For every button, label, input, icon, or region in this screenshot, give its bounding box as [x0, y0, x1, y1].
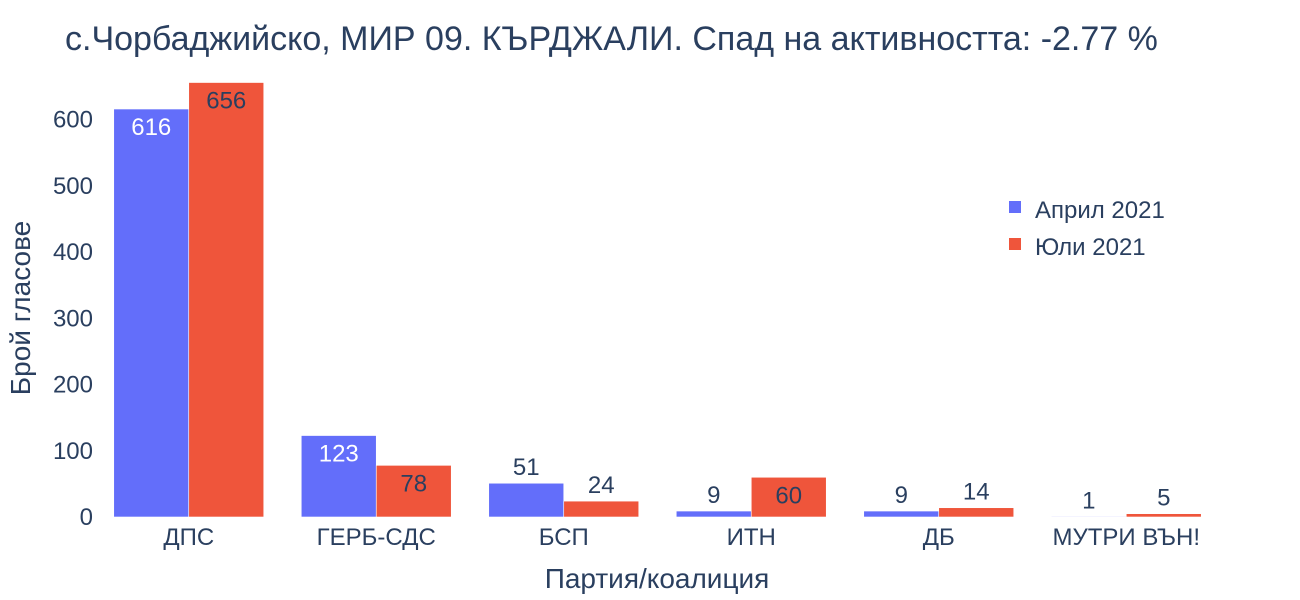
- bar: [938, 507, 1015, 518]
- bar: [863, 510, 940, 518]
- bar-value-label: 616: [131, 114, 171, 141]
- bar: [113, 108, 190, 518]
- y-tick-label: 0: [80, 504, 93, 531]
- bar: [300, 435, 377, 518]
- y-tick-label: 400: [53, 239, 93, 266]
- y-tick-label: 300: [53, 305, 93, 332]
- legend-entry-label: Юли 2021: [1035, 234, 1146, 261]
- bar: [1125, 513, 1202, 518]
- bar-value-label: 51: [513, 454, 540, 481]
- bar: [375, 465, 452, 518]
- chart-title: с.Чорбаджийско, МИР 09. КЪРДЖАЛИ. Спад н…: [65, 20, 1158, 58]
- x-axis-title: Партия/коалиция: [545, 563, 770, 594]
- x-tick-label: БСП: [539, 524, 589, 551]
- bar-value-label: 78: [400, 470, 427, 497]
- y-tick-label: 100: [53, 438, 93, 465]
- bar: [188, 82, 265, 518]
- x-tick-label: ИТН: [727, 524, 776, 551]
- bar-value-label: 5: [1157, 485, 1170, 512]
- bar-value-label: 9: [895, 482, 908, 509]
- bar-value-label: 1: [1082, 487, 1095, 514]
- legend-entry-label: Април 2021: [1035, 197, 1165, 224]
- x-tick-label: ГЕРБ-СДС: [317, 524, 436, 551]
- bar-value-label: 60: [775, 482, 802, 509]
- bar-value-label: 14: [963, 479, 990, 506]
- y-axis: 0 100 200 300 400 500 600: [53, 107, 93, 531]
- plot-area: 616 656 123 78 51 24 9 60 9 14 1 5: [113, 82, 1202, 518]
- bar: [488, 482, 565, 518]
- bar: [563, 500, 640, 518]
- y-tick-label: 200: [53, 372, 93, 399]
- x-tick-label: ДПС: [163, 524, 214, 551]
- bar-value-label: 24: [588, 472, 615, 499]
- bar: [1050, 516, 1127, 518]
- bar-value-label: 9: [707, 482, 720, 509]
- legend: Април 2021 Юли 2021: [1009, 197, 1165, 261]
- bar: [675, 510, 752, 518]
- y-axis-title: Брой гласове: [5, 221, 36, 395]
- legend-swatch: [1009, 238, 1021, 250]
- y-tick-label: 500: [53, 173, 93, 200]
- bar-value-label: 123: [319, 441, 359, 468]
- x-tick-label: ДБ: [923, 524, 955, 551]
- bar-value-label: 656: [206, 88, 246, 115]
- bar: [750, 476, 827, 518]
- legend-swatch: [1009, 201, 1021, 213]
- x-tick-label: МУТРИ ВЪН!: [1053, 524, 1200, 551]
- x-axis: ДПС ГЕРБ-СДС БСП ИТН ДБ МУТРИ ВЪН!: [163, 524, 1200, 551]
- y-tick-label: 600: [53, 107, 93, 134]
